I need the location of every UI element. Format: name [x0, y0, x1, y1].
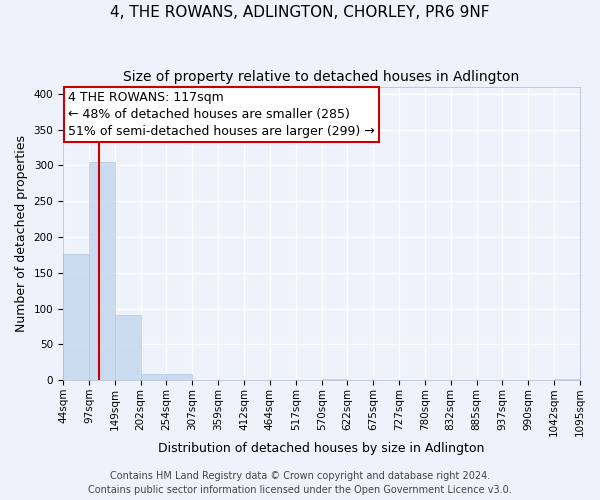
Bar [166, 374, 193, 380]
Bar [141, 374, 166, 380]
Bar [115, 315, 141, 380]
Bar [63, 254, 89, 380]
Title: Size of property relative to detached houses in Adlington: Size of property relative to detached ho… [124, 70, 520, 84]
Text: 4, THE ROWANS, ADLINGTON, CHORLEY, PR6 9NF: 4, THE ROWANS, ADLINGTON, CHORLEY, PR6 9… [110, 5, 490, 20]
Bar [554, 378, 580, 380]
Y-axis label: Number of detached properties: Number of detached properties [15, 135, 28, 332]
Bar [322, 378, 347, 380]
X-axis label: Distribution of detached houses by size in Adlington: Distribution of detached houses by size … [158, 442, 485, 455]
Bar [89, 162, 115, 380]
Text: Contains HM Land Registry data © Crown copyright and database right 2024.
Contai: Contains HM Land Registry data © Crown c… [88, 471, 512, 495]
Text: 4 THE ROWANS: 117sqm
← 48% of detached houses are smaller (285)
51% of semi-deta: 4 THE ROWANS: 117sqm ← 48% of detached h… [68, 91, 375, 138]
